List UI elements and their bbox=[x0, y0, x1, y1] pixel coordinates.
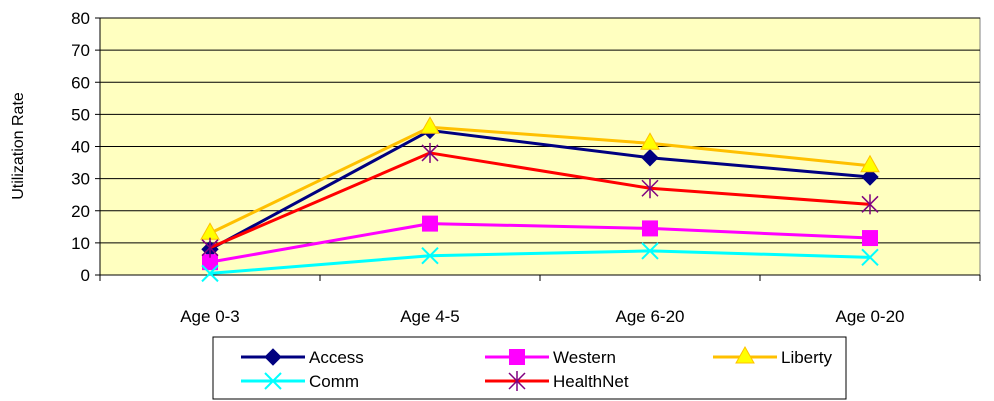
legend-label: Access bbox=[309, 348, 364, 367]
data-point-healthnet bbox=[201, 237, 219, 258]
legend-marker bbox=[508, 371, 526, 391]
series-line-comm bbox=[209, 249, 871, 275]
data-point-western bbox=[642, 220, 658, 237]
series-western bbox=[202, 215, 878, 271]
y-tick-label: 50 bbox=[71, 105, 90, 124]
x-axis: Age 0-3 Age 4-5 Age 6-20 Age 0-20 bbox=[99, 274, 981, 326]
legend-item-western: Western bbox=[485, 348, 616, 367]
series-comm bbox=[201, 242, 879, 283]
x-stroke bbox=[861, 248, 879, 267]
legend-marker bbox=[264, 348, 282, 366]
legend-label: Western bbox=[553, 348, 616, 367]
data-point-liberty bbox=[420, 116, 440, 134]
y-tick-label: 10 bbox=[71, 234, 90, 253]
legend-label: Comm bbox=[309, 372, 359, 391]
series-line-liberty bbox=[209, 125, 871, 235]
series-line-western bbox=[209, 222, 871, 264]
x-stroke bbox=[201, 264, 219, 283]
legend-marker bbox=[735, 345, 755, 364]
data-point-liberty bbox=[860, 154, 880, 173]
series-line-healthnet bbox=[209, 151, 871, 250]
legend-item-access: Access bbox=[241, 348, 364, 367]
y-tick-label: 20 bbox=[71, 202, 90, 221]
legend-item-comm: Comm bbox=[241, 372, 359, 391]
legend: Access Western Liberty Comm HealthNet bbox=[212, 336, 847, 400]
data-point-western bbox=[862, 230, 878, 247]
series-group bbox=[200, 116, 880, 283]
series-liberty bbox=[200, 116, 880, 240]
y-tick-label: 40 bbox=[71, 138, 90, 157]
legend-item-healthnet: HealthNet bbox=[485, 371, 629, 391]
y-axis: 0 10 20 30 40 50 60 70 80 bbox=[71, 9, 101, 285]
y-axis-label: Utilization Rate bbox=[10, 92, 27, 200]
legend-marker bbox=[509, 349, 525, 365]
data-point-healthnet bbox=[421, 142, 439, 163]
data-point-comm bbox=[421, 247, 439, 265]
series-line-access bbox=[209, 128, 871, 251]
data-point-healthnet bbox=[861, 194, 879, 215]
y-tick-label: 60 bbox=[71, 73, 90, 92]
x-tick-label: Age 6-20 bbox=[616, 307, 685, 326]
data-point-comm bbox=[641, 242, 659, 260]
data-point-access bbox=[861, 168, 879, 186]
x-tick-label: Age 0-20 bbox=[836, 307, 905, 326]
y-tick-label: 70 bbox=[71, 41, 90, 60]
y-tick-label: 30 bbox=[71, 170, 90, 189]
data-point-western bbox=[422, 215, 438, 232]
legend-box bbox=[212, 336, 847, 400]
data-point-healthnet bbox=[641, 178, 659, 199]
legend-label: Liberty bbox=[781, 348, 833, 367]
x-tick-label: Age 4-5 bbox=[400, 307, 460, 326]
x-stroke bbox=[641, 242, 659, 260]
x-stroke bbox=[264, 372, 282, 390]
data-point-liberty bbox=[640, 132, 660, 150]
gridlines bbox=[100, 17, 980, 244]
legend-label: HealthNet bbox=[553, 372, 629, 391]
series-healthnet bbox=[201, 142, 879, 258]
y-tick-label: 0 bbox=[81, 266, 90, 285]
data-point-access bbox=[641, 149, 659, 167]
data-point-comm bbox=[861, 248, 879, 267]
legend-marker bbox=[264, 372, 282, 390]
y-tick-label: 80 bbox=[71, 9, 90, 28]
data-point-comm bbox=[201, 264, 219, 283]
x-tick-label: Age 0-3 bbox=[180, 307, 240, 326]
legend-item-liberty: Liberty bbox=[713, 345, 833, 367]
x-stroke bbox=[421, 247, 439, 265]
